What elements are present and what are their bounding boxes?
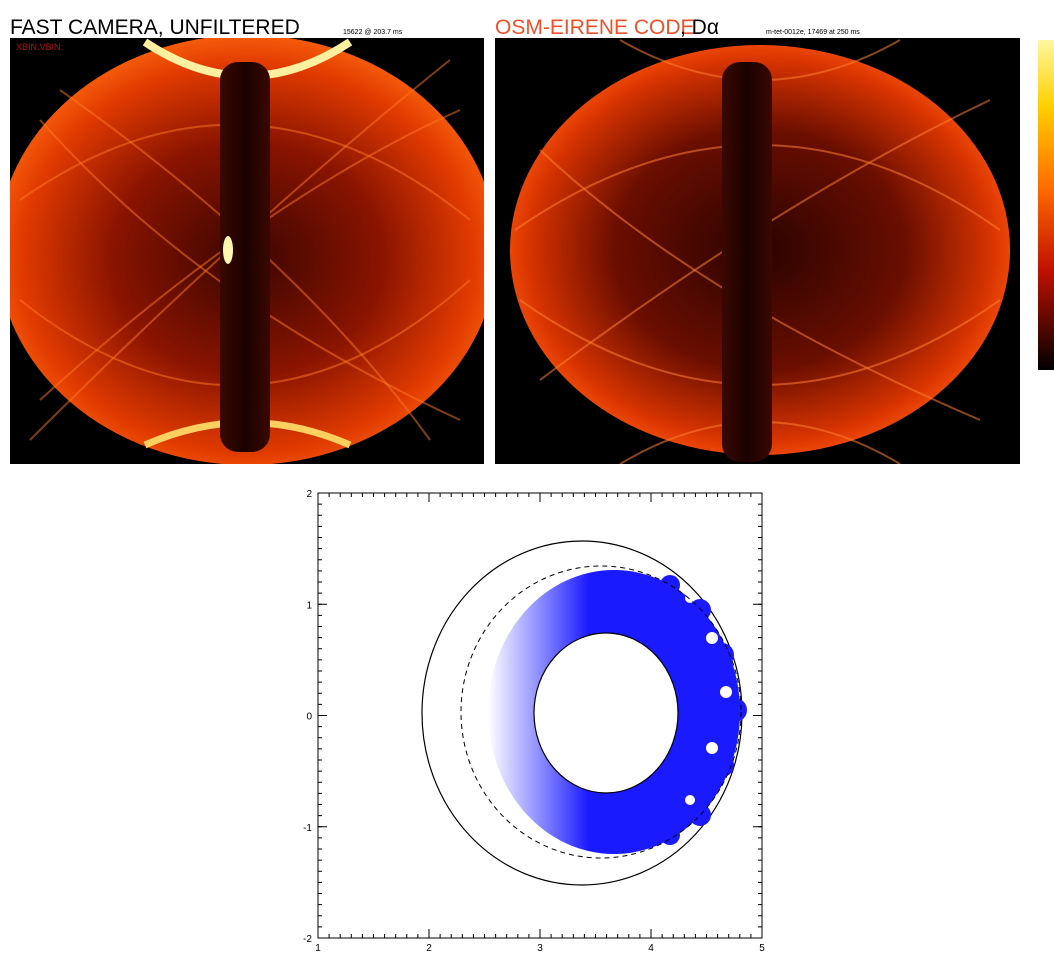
left-subtitle: 15622 @ 203.7 ms [343, 29, 403, 36]
right-title: OSM-EIRENE CODE [495, 16, 695, 39]
camera-image: XBIN.VBIN: [0, 35, 497, 465]
x-tick-label: 5 [759, 943, 765, 954]
page: FAST CAMERA, UNFILTERED 15622 @ 203.7 ms… [0, 0, 1054, 954]
left-title: FAST CAMERA, UNFILTERED [10, 16, 300, 39]
simulation-image [495, 38, 1020, 464]
x-tick-label: 1 [315, 943, 321, 954]
y-tick-label: 1 [306, 600, 312, 611]
y-tick-label: -1 [303, 823, 312, 834]
x-tick-label: 4 [648, 943, 654, 954]
right-title-suffix: , Dα [680, 16, 719, 39]
y-tick-label: -2 [303, 934, 312, 945]
plot-area [318, 493, 762, 938]
right-subtitle: m-tet-0012e, 17469 at 250 ms [766, 29, 860, 36]
x-tick-label: 3 [537, 943, 543, 954]
colorbar [1038, 40, 1054, 370]
figure: FAST CAMERA, UNFILTERED 15622 @ 203.7 ms… [0, 0, 1054, 954]
y-tick-label: 2 [306, 489, 312, 500]
overlay-text: XBIN.VBIN: [16, 42, 63, 52]
y-tick-label: 0 [306, 712, 312, 723]
x-tick-label: 2 [426, 943, 432, 954]
